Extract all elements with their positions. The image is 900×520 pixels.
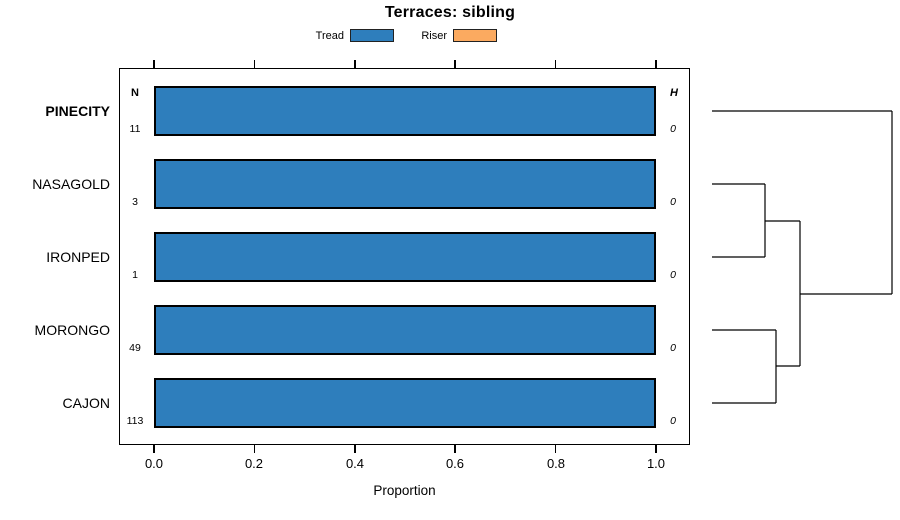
n-value: 1 — [132, 269, 138, 281]
x-axis-title: Proportion — [373, 483, 436, 498]
x-tick-label: 0.0 — [144, 456, 164, 471]
axis-tick — [655, 60, 657, 68]
legend-swatch-tread — [350, 29, 394, 42]
axis-tick — [454, 60, 456, 68]
axis-tick — [153, 60, 155, 68]
tread-bar — [154, 305, 656, 355]
column-header-n: N — [131, 87, 139, 99]
axis-tick — [153, 445, 155, 453]
tread-bar — [154, 86, 656, 136]
h-value: 0 — [670, 196, 676, 208]
x-tick-label: 0.2 — [244, 456, 264, 471]
n-value: 3 — [132, 196, 138, 208]
axis-tick — [454, 445, 456, 453]
x-tick-label: 0.6 — [445, 456, 465, 471]
axis-tick — [253, 445, 256, 453]
axis-tick — [253, 60, 256, 68]
h-value: 0 — [670, 342, 676, 354]
n-value: 113 — [126, 415, 144, 427]
legend-label-tread: Tread — [315, 30, 344, 42]
category-label-cajon: CAJON — [62, 395, 110, 411]
n-value: 11 — [129, 123, 141, 135]
x-tick-label: 0.8 — [546, 456, 566, 471]
n-value: 49 — [129, 342, 141, 354]
axis-tick — [655, 445, 657, 453]
axis-tick — [354, 60, 356, 68]
category-label-morongo: MORONGO — [34, 322, 110, 338]
x-tick-label: 1.0 — [646, 456, 666, 471]
legend-label-riser: Riser — [421, 30, 447, 42]
axis-tick — [554, 60, 557, 68]
tread-bar — [154, 159, 656, 209]
axis-tick — [554, 445, 557, 453]
plot-frame — [119, 68, 690, 445]
chart-title: Terraces: sibling — [384, 4, 516, 21]
tread-bar — [154, 232, 656, 282]
category-label-pinecity: PINECITY — [45, 103, 110, 119]
category-label-nasagold: NASAGOLD — [32, 176, 110, 192]
axis-tick — [354, 445, 356, 453]
column-header-h: H — [670, 87, 678, 99]
category-label-ironped: IRONPED — [46, 249, 110, 265]
tread-bar — [154, 378, 656, 428]
legend-swatch-riser — [453, 29, 497, 42]
h-value: 0 — [670, 123, 676, 135]
h-value: 0 — [670, 269, 676, 281]
h-value: 0 — [670, 415, 676, 427]
x-tick-label: 0.4 — [345, 456, 365, 471]
